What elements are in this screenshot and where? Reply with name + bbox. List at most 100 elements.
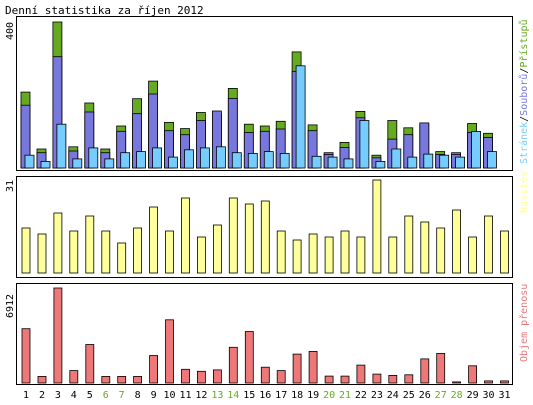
bar-hits-day-21: [343, 158, 354, 169]
x-tick-label-day-3: 3: [55, 390, 61, 401]
bar-hits-day-28: [455, 156, 466, 169]
x-tick-label-day-29: 29: [467, 390, 479, 401]
bar-hits-day-23: [375, 160, 386, 169]
bar-visits-day-31: [500, 230, 509, 274]
bar-bytes-day-8: [133, 375, 143, 384]
x-tick-label-day-19: 19: [307, 390, 319, 401]
bar-bytes-day-10: [165, 319, 174, 384]
bar-visits-day-25: [404, 215, 414, 274]
bar-bytes-day-12: [196, 370, 206, 384]
bar-bytes-day-2: [37, 375, 47, 384]
bar-bytes-day-9: [149, 355, 159, 384]
x-tick-label-day-1: 1: [23, 390, 29, 401]
bar-hits-day-9: [152, 147, 163, 169]
bar-hits-day-8: [136, 151, 147, 169]
panel-top-frame: [16, 16, 513, 171]
bar-visits-day-13: [212, 224, 222, 274]
x-tick-label-day-8: 8: [135, 390, 141, 401]
x-tick-label-day-25: 25: [403, 390, 415, 401]
bar-hits-day-30: [487, 151, 497, 169]
bar-hits-day-4: [72, 158, 83, 169]
bar-bytes-day-24: [388, 374, 398, 384]
x-tick-label-day-27: 27: [435, 390, 447, 401]
bar-hits-day-13: [215, 146, 226, 169]
bar-bytes-day-3: [53, 287, 63, 384]
bar-bytes-day-31: [500, 380, 509, 384]
bar-hits-day-29: [471, 131, 482, 169]
bar-bytes-day-1: [21, 328, 31, 384]
bar-bytes-day-16: [260, 366, 270, 384]
bar-bytes-day-27: [436, 352, 446, 384]
bar-bytes-day-30: [484, 380, 493, 384]
bar-hits-day-27: [439, 154, 450, 169]
bar-bytes-day-6: [101, 375, 111, 384]
x-tick-label-day-4: 4: [71, 390, 77, 401]
legend-separator: /: [519, 116, 530, 122]
bar-visits-day-19: [308, 233, 318, 274]
bar-visits-day-7: [117, 242, 127, 274]
bar-hits-day-15: [247, 152, 258, 169]
x-tick-label-day-5: 5: [87, 390, 93, 401]
x-tick-label-day-7: 7: [119, 390, 125, 401]
chart-title: Denní statistika za říjen 2012: [5, 4, 204, 17]
x-tick-label-day-2: 2: [39, 390, 45, 401]
x-tick-label-day-6: 6: [103, 390, 109, 401]
bar-bytes-day-17: [276, 370, 286, 384]
x-tick-label-day-22: 22: [355, 390, 367, 401]
bar-bytes-day-11: [181, 368, 190, 384]
bar-bytes-day-18: [292, 353, 302, 384]
bar-bytes-day-13: [212, 369, 222, 384]
bar-hits-day-16: [263, 151, 274, 169]
x-tick-label-day-15: 15: [243, 390, 255, 401]
bar-hits-day-6: [104, 158, 115, 169]
bar-visits-day-27: [436, 227, 446, 274]
bar-bytes-day-7: [117, 375, 127, 384]
bar-hits-day-22: [359, 120, 370, 169]
bar-bytes-day-28: [452, 381, 462, 384]
x-tick-label-day-12: 12: [195, 390, 207, 401]
bar-visits-day-14: [228, 197, 238, 274]
bar-hits-day-19: [311, 155, 322, 169]
bar-hits-day-17: [279, 152, 290, 169]
bar-hits-day-12: [199, 147, 210, 169]
bar-hits-day-11: [184, 149, 194, 169]
bars-bottom-panel: [21, 287, 509, 384]
bar-bytes-day-25: [404, 374, 414, 384]
bar-visits-day-5: [85, 215, 95, 274]
x-tick-label-day-13: 13: [211, 390, 223, 401]
bar-hits-day-7: [120, 152, 131, 169]
bar-bytes-day-4: [69, 370, 79, 384]
bar-visits-day-18: [292, 239, 302, 274]
bars-top-panel: [20, 21, 497, 169]
bar-visits-day-20: [324, 236, 334, 274]
y-max-label-bottom: 6912: [5, 294, 16, 318]
bar-bytes-day-5: [85, 344, 95, 384]
bar-visits-day-30: [484, 215, 493, 274]
bar-hits-day-10: [168, 156, 178, 169]
bar-visits-day-23: [372, 179, 382, 274]
bar-visits-day-10: [165, 230, 174, 274]
y-max-label-middle: 31: [5, 180, 16, 192]
x-tick-label-day-26: 26: [419, 390, 431, 401]
bar-visits-day-21: [340, 230, 350, 274]
x-tick-label-day-30: 30: [482, 390, 494, 401]
bar-hits-day-24: [391, 148, 402, 169]
legend-visits: Návštěv: [518, 171, 530, 213]
bar-bytes-day-21: [340, 375, 350, 384]
legend-top: Stránek/Souborů/Přístupů: [518, 19, 530, 164]
bar-hits-day-3: [56, 123, 67, 169]
bar-bytes-day-20: [324, 375, 334, 384]
x-tick-label-day-24: 24: [387, 390, 399, 401]
bar-visits-day-1: [21, 227, 31, 274]
bar-visits-day-2: [37, 233, 47, 274]
bar-hits-day-18: [295, 65, 306, 169]
bars-middle-panel: [21, 179, 509, 274]
bar-bytes-day-15: [244, 331, 254, 384]
bar-bytes-day-23: [372, 373, 382, 384]
bar-hits-day-14: [231, 152, 242, 169]
legend-files: Souborů: [518, 74, 530, 116]
x-tick-label-day-9: 9: [151, 390, 157, 401]
bar-bytes-day-14: [228, 346, 238, 384]
bar-visits-day-9: [149, 206, 159, 274]
